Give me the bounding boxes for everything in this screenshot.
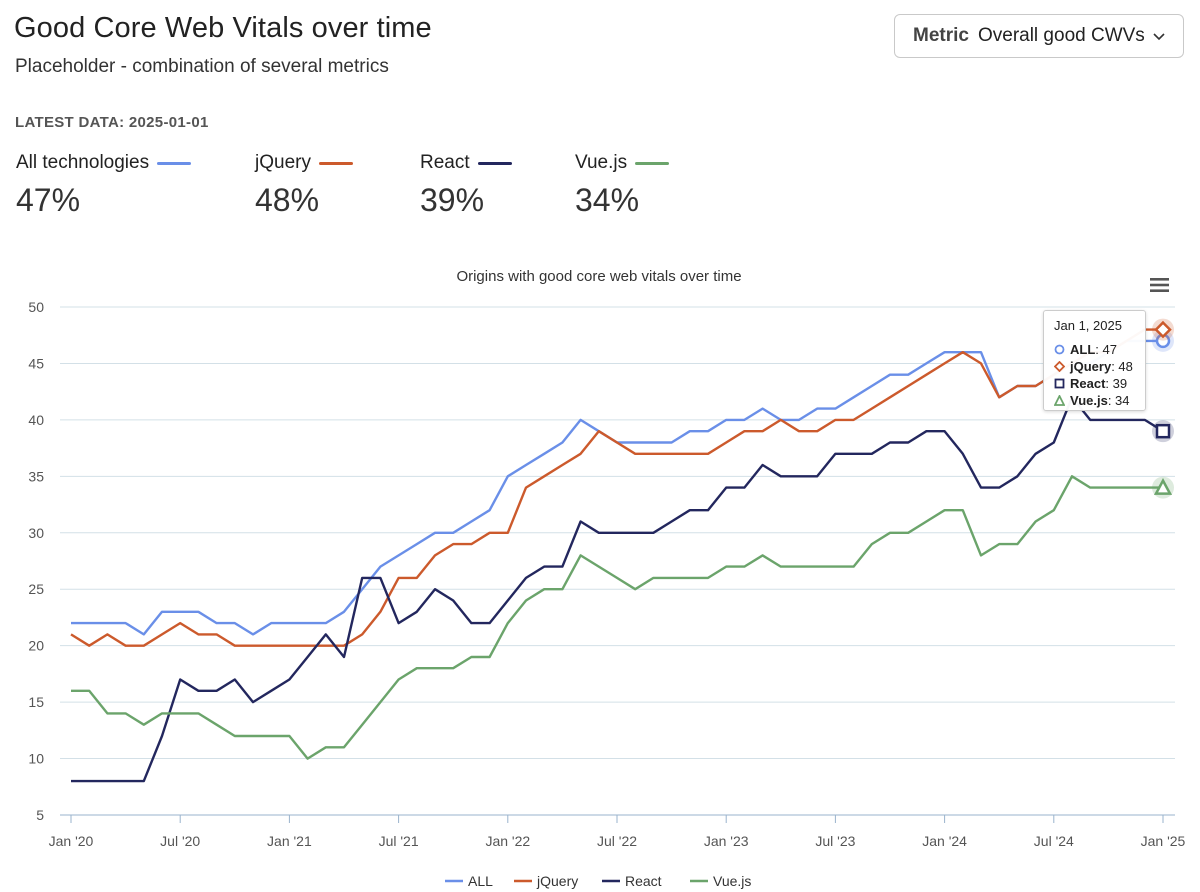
metric-select[interactable]: Metric Overall good CWVs — [894, 14, 1184, 58]
x-tick-label: Jul '24 — [1034, 833, 1074, 849]
chevron-down-icon — [1153, 33, 1165, 41]
square-marker-icon — [1054, 378, 1065, 389]
x-tick-label: Jul '21 — [379, 833, 419, 849]
summary-name: React — [420, 152, 470, 173]
legend-item[interactable]: Vue.js — [690, 873, 751, 889]
summary-jquery: jQuery 48% — [255, 152, 353, 219]
circle-marker-icon — [1054, 344, 1065, 355]
legend-item[interactable]: React — [602, 873, 662, 889]
diamond-marker-icon — [1054, 361, 1065, 372]
legend-swatch — [157, 161, 192, 165]
y-tick-label: 5 — [36, 807, 44, 823]
x-tick-label: Jul '20 — [160, 833, 200, 849]
x-tick-label: Jan '22 — [485, 833, 530, 849]
tooltip-series-value: : 48 — [1111, 359, 1133, 374]
summary-name: jQuery — [255, 152, 311, 173]
metric-select-value: Overall good CWVs — [977, 25, 1145, 46]
legend-item[interactable]: jQuery — [514, 873, 578, 889]
series-marker-jquery — [1154, 320, 1172, 339]
tooltip-series-name: jQuery — [1070, 359, 1112, 374]
page-title: Good Core Web Vitals over time — [14, 12, 432, 44]
triangle-marker-icon — [1054, 395, 1065, 406]
summary-value: 48% — [255, 182, 320, 218]
legend-label: ALL — [468, 873, 493, 889]
legend-item[interactable]: ALL — [445, 873, 493, 889]
y-tick-label: 20 — [28, 638, 44, 654]
summary-name: Vue.js — [575, 152, 628, 173]
summary-name: All technologies — [16, 152, 150, 173]
metric-select-label: Metric — [913, 25, 969, 46]
summary-value: 34% — [575, 182, 640, 218]
tooltip-series-name: ALL — [1070, 342, 1096, 357]
series-line-jquery — [70, 328, 1163, 647]
tooltip-series-value: : 47 — [1095, 342, 1117, 357]
legend-label: jQuery — [536, 873, 578, 889]
y-tick-label: 25 — [28, 581, 44, 597]
summary-react: React 39% — [420, 152, 512, 219]
y-tick-label: 10 — [28, 751, 44, 767]
summary-value: 39% — [420, 182, 485, 218]
tooltip-row-jquery: jQuery: 48 — [1054, 358, 1145, 375]
latest-data-label: LATEST DATA: 2025-01-01 — [15, 114, 209, 131]
y-tick-label: 15 — [28, 694, 44, 710]
y-tick-label: 45 — [28, 355, 44, 371]
summary-vuejs: Vue.js 34% — [575, 152, 670, 219]
series-line-vuejs — [71, 475, 1163, 760]
y-tick-label: 40 — [28, 412, 44, 428]
tooltip-row-react: React: 39 — [1054, 375, 1145, 392]
tooltip-series-name: Vue.js — [1070, 393, 1108, 408]
y-tick-label: 35 — [28, 468, 44, 484]
page-subtitle: Placeholder - combination of several met… — [15, 56, 389, 77]
x-tick-label: Jan '20 — [49, 833, 94, 849]
x-tick-label: Jan '21 — [267, 833, 312, 849]
chart-title: Origins with good core web vitals over t… — [456, 268, 741, 285]
legend-swatch — [477, 161, 512, 165]
x-tick-label: Jan '23 — [704, 833, 749, 849]
x-tick-label: Jul '22 — [597, 833, 637, 849]
y-tick-label: 50 — [28, 299, 44, 315]
x-tick-label: Jan '25 — [1141, 833, 1186, 849]
y-tick-label: 30 — [28, 525, 44, 541]
tooltip-series-value: : 39 — [1105, 376, 1128, 391]
legend-label: Vue.js — [713, 873, 751, 889]
hamburger-menu-icon[interactable] — [1150, 278, 1169, 292]
tooltip-row-vuejs: Vue.js: 34 — [1054, 392, 1145, 409]
series-line-react — [71, 396, 1164, 783]
x-tick-label: Jan '24 — [922, 833, 967, 849]
chart-tooltip: Jan 1, 2025 ALL: 47 jQuery: 48 React: 39… — [1043, 310, 1146, 411]
series-marker-vuejs — [1153, 477, 1173, 495]
tooltip-row-all: ALL: 47 — [1054, 341, 1145, 358]
summary-all-technologies: All technologies 47% — [16, 152, 192, 219]
legend-swatch — [318, 161, 353, 165]
tooltip-series-name: React — [1070, 376, 1106, 391]
legend-swatch — [635, 161, 670, 165]
legend-label: React — [625, 873, 662, 889]
x-tick-label: Jul '23 — [815, 833, 855, 849]
series-marker-react — [1155, 423, 1171, 439]
summary-value: 47% — [16, 182, 81, 218]
tooltip-date: Jan 1, 2025 — [1054, 318, 1122, 333]
tooltip-series-value: : 34 — [1107, 393, 1130, 408]
